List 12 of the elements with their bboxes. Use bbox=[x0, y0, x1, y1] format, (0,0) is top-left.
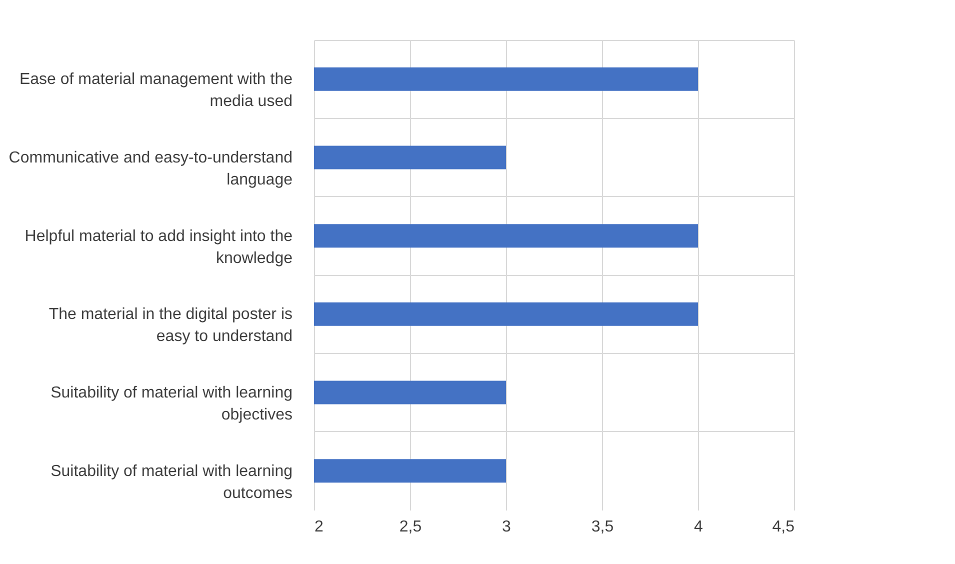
y-tick-label: Suitability of material with learning outcomes bbox=[50, 462, 292, 502]
x-tick-label: 4,5 bbox=[772, 518, 795, 536]
y-tick-label: Ease of material management with the media used bbox=[19, 71, 293, 110]
y-tick-label: Communicative and easy-to-understand language bbox=[8, 150, 293, 188]
y-tick-label: Suitability of material with learning objectives bbox=[50, 384, 292, 424]
x-tick-label: 2 bbox=[314, 518, 324, 536]
x-tick-label: 2,5 bbox=[399, 518, 422, 536]
y-tick-label: The material in the digital poster is easy to understand bbox=[48, 306, 292, 346]
x-tick-label: 3 bbox=[502, 518, 512, 536]
x-tick-label: 4 bbox=[694, 518, 704, 536]
y-tick-label: Helpful material to add insight into the knowledge bbox=[24, 228, 293, 267]
x-tick-label: 3,5 bbox=[591, 518, 614, 536]
